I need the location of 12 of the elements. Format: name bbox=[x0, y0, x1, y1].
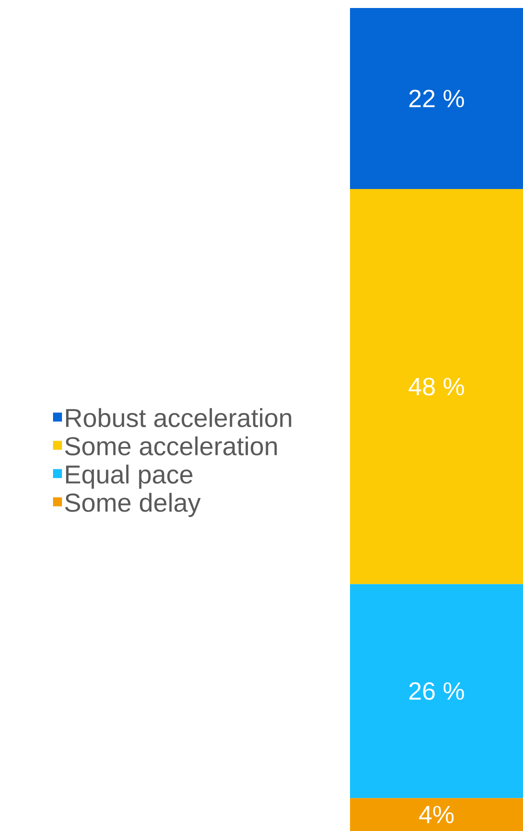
bar bbox=[350, 798, 523, 831]
legend-label: Robust acceleration bbox=[66, 408, 292, 428]
bar bbox=[350, 189, 523, 584]
legend-label: Some delay bbox=[65, 492, 201, 518]
data-label: 4% bbox=[419, 806, 454, 824]
bar bbox=[350, 8, 523, 190]
data-label: 26 % bbox=[409, 682, 464, 700]
data-label: 22 % bbox=[409, 90, 464, 108]
data-label: 48 % bbox=[408, 378, 464, 396]
legend-label: Some acceleration bbox=[65, 436, 277, 456]
legend-label: Equal pace bbox=[66, 464, 192, 489]
bar bbox=[350, 584, 523, 798]
